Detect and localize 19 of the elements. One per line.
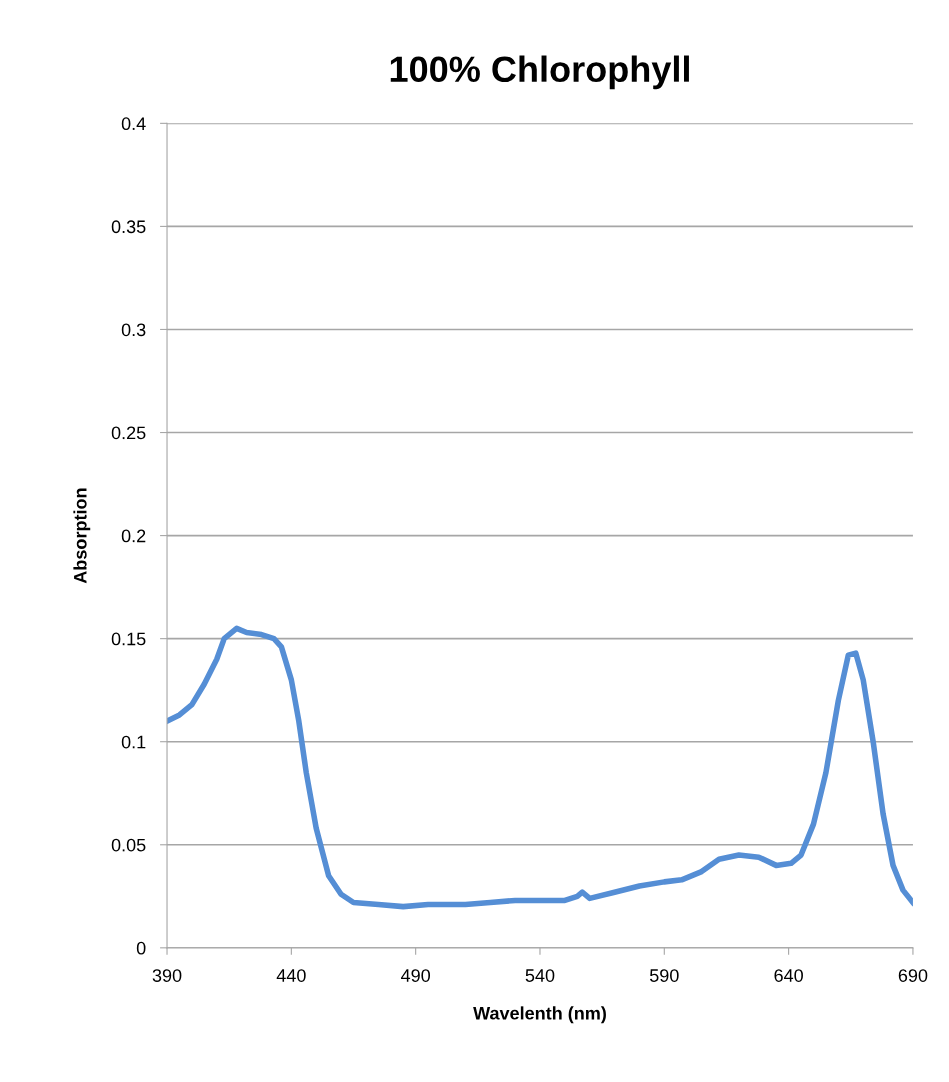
y-tick-label: 0	[136, 941, 146, 955]
y-tick-label: 0.25	[111, 426, 146, 440]
x-tick-label: 690	[898, 969, 928, 982]
x-tick-label: 490	[401, 969, 431, 982]
x-tick-label: 590	[649, 969, 679, 982]
x-tick-label: 390	[152, 969, 182, 982]
chart-title: 100% Chlorophyll	[390, 55, 689, 90]
y-tick-label: 0.15	[111, 632, 146, 646]
y-tick-label: 0.35	[111, 220, 146, 234]
x-axis-title: Wavelenth (nm)	[473, 1006, 606, 1024]
y-tick-label: 0.2	[121, 529, 146, 543]
y-tick-label: 0.3	[121, 323, 146, 337]
y-tick-label: 0.4	[121, 117, 146, 131]
y-tick-label: 0.1	[121, 735, 146, 749]
x-tick-label: 640	[774, 969, 803, 982]
y-tick-label: 0.05	[111, 838, 146, 852]
y-axis-title: Absorption	[73, 488, 91, 584]
x-tick-label: 540	[525, 969, 555, 982]
x-tick-label: 440	[276, 969, 306, 982]
